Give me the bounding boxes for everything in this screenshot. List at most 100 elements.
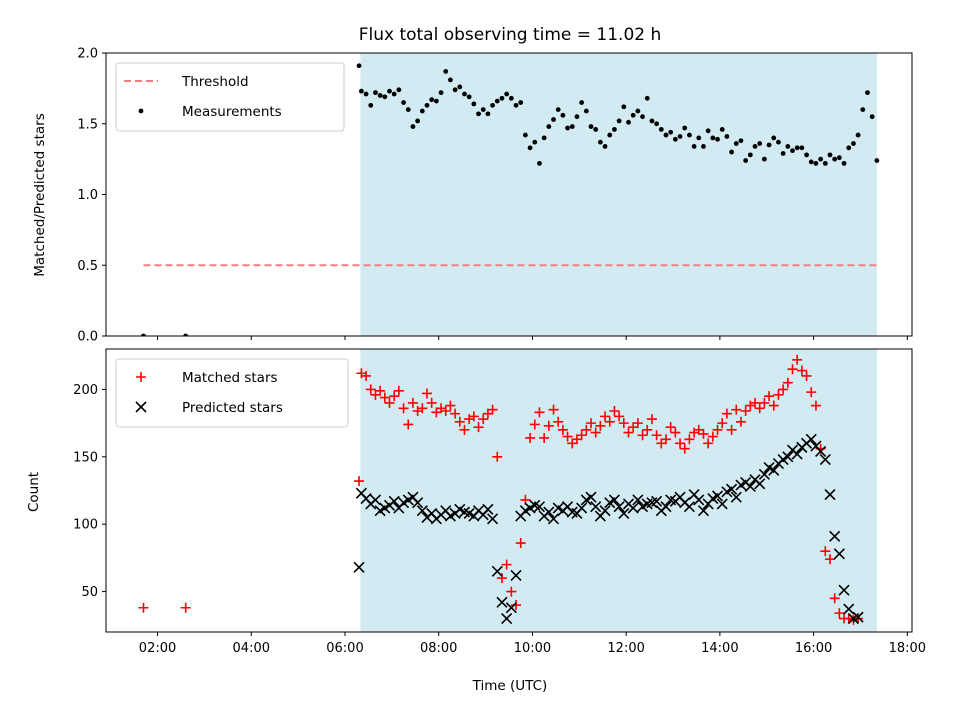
series-measurements-point — [499, 95, 505, 101]
series-measurements-point — [785, 143, 791, 149]
series-matched-stars-point — [675, 438, 686, 449]
series-matched-stars-point — [792, 354, 803, 365]
series-measurements-point — [752, 143, 758, 149]
series-measurements-point — [747, 152, 753, 158]
series-predicted-stars-point — [824, 488, 836, 501]
series-measurements-point — [822, 160, 828, 166]
series-predicted-stars-point — [726, 483, 738, 495]
series-measurements-point — [696, 135, 702, 141]
series-measurements-point — [363, 91, 369, 97]
series-measurements-point — [682, 125, 688, 131]
series-measurements-point — [419, 108, 425, 114]
series-measurements-point — [701, 143, 706, 149]
y-tick-label: 200 — [73, 383, 98, 398]
series-matched-stars-point — [506, 586, 517, 597]
series-matched-stars-point — [403, 419, 414, 430]
series-measurements-point — [794, 145, 800, 151]
plot-area — [138, 354, 864, 625]
series-matched-stars-point — [660, 434, 671, 445]
series-measurements-point — [780, 151, 786, 156]
series-matched-stars-point — [651, 430, 662, 441]
bottom-panel: 50 100 150 200 02:00 04:00 06:00 08:00 10:00 12:0… — [73, 348, 926, 656]
series-measurements-point — [761, 156, 767, 162]
series-measurements-point — [527, 145, 533, 151]
series-matched-stars-point — [445, 400, 456, 411]
series-matched-stars-point — [384, 397, 395, 408]
series-predicted-stars-point — [768, 464, 780, 476]
series-predicted-stars-point — [693, 494, 705, 506]
y-tick-label: 0.0 — [77, 330, 98, 345]
series-measurements-point — [476, 111, 481, 117]
series-measurements-point — [612, 127, 617, 132]
series-measurements-point — [602, 143, 608, 149]
series-matched-stars-point — [618, 418, 629, 429]
series-matched-stars-point — [750, 397, 761, 408]
series-measurements-point — [841, 160, 847, 166]
series-matched-stars-point — [562, 431, 573, 442]
series-matched-stars-point — [646, 414, 657, 425]
series-matched-stars-point — [810, 400, 821, 411]
series-matched-stars-point — [511, 600, 522, 611]
series-matched-stars-point — [440, 405, 451, 416]
series-predicted-stars-point — [782, 451, 794, 463]
series-measurements-point — [443, 68, 449, 74]
series-predicted-stars-point — [547, 513, 560, 525]
series-matched-stars-point — [454, 416, 465, 427]
series-measurements-point — [537, 160, 542, 166]
y-tick-label: 100 — [73, 518, 98, 533]
series-measurements-point — [654, 121, 660, 127]
series-measurements-point — [480, 107, 486, 112]
series-predicted-stars-point — [829, 530, 841, 542]
series-matched-stars-point — [637, 430, 648, 441]
series-matched-stars-point — [468, 411, 479, 422]
series-measurements-point — [799, 145, 805, 151]
y-tick-label: 2.0 — [77, 47, 98, 62]
series-measurements-point — [141, 333, 146, 336]
series-measurements-point — [743, 158, 749, 163]
series-measurements-point — [687, 132, 692, 138]
series-predicted-stars-point — [660, 501, 672, 513]
series-matched-stars-point — [365, 384, 376, 395]
series-measurements-point — [818, 156, 824, 162]
series-measurements-point — [373, 90, 378, 96]
series-matched-stars-point — [632, 418, 643, 429]
series-predicted-stars-point — [852, 611, 864, 623]
series-matched-stars-point — [726, 424, 737, 435]
series-predicted-stars-point — [711, 490, 724, 502]
series-matched-stars-point — [478, 414, 489, 425]
series-matched-stars-point — [529, 419, 540, 430]
series-measurements-point — [644, 95, 650, 101]
bottom-y-axis-label: Count — [26, 472, 42, 512]
series-matched-stars-point — [501, 559, 512, 570]
legend: Matched stars Predicted stars — [115, 358, 349, 428]
series-measurements-point — [396, 87, 402, 93]
series-measurements-point — [668, 129, 674, 135]
series-matched-stars-point — [684, 434, 695, 445]
series-measurements-point — [555, 107, 561, 112]
series-measurements-point — [579, 100, 585, 105]
series-measurements-point — [415, 118, 421, 124]
series-measurements-point — [401, 100, 406, 105]
series-measurements-point — [851, 141, 856, 146]
series-predicted-stars-point — [843, 603, 855, 615]
series-matched-stars-point — [642, 424, 653, 435]
series-matched-stars-point — [557, 424, 568, 435]
series-predicted-stars-point — [683, 501, 695, 513]
series-measurements-point — [630, 112, 636, 118]
series-measurements-point — [541, 135, 547, 141]
series-matched-stars-point — [754, 403, 765, 414]
series-matched-stars-point — [782, 377, 793, 388]
series-predicted-stars-point — [501, 612, 513, 625]
legend-box — [115, 62, 345, 132]
series-predicted-stars-point — [805, 433, 817, 445]
series-measurements-point — [494, 98, 500, 104]
legend-predicted-stars-marker — [135, 401, 147, 413]
series-predicted-stars-point — [576, 502, 588, 514]
series-matched-stars-point — [450, 408, 461, 419]
series-measurements-point — [640, 114, 645, 120]
series-measurements-point — [518, 100, 524, 105]
series-matched-stars-point — [614, 411, 625, 422]
series-measurements-point — [663, 132, 669, 138]
series-predicted-stars-point — [599, 505, 611, 517]
series-matched-stars-point — [623, 427, 634, 438]
